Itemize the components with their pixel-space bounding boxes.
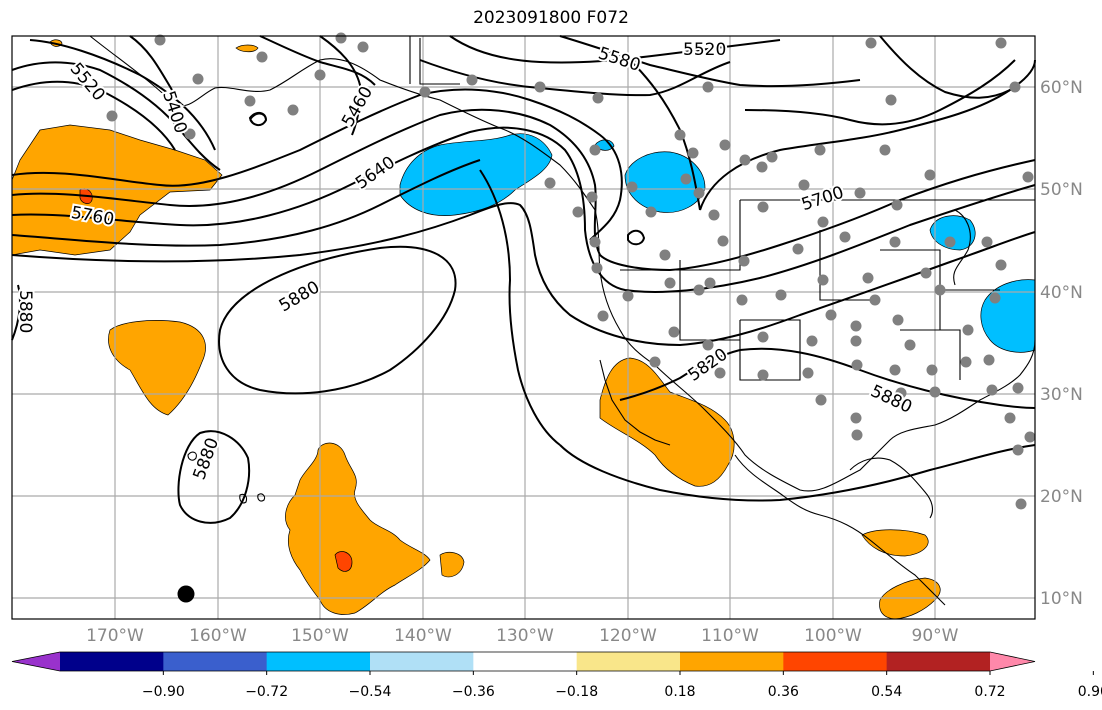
- colorbar-segments: [11, 651, 1036, 672]
- lat-label: 50°N: [1040, 180, 1083, 200]
- colorbar-segment: [370, 652, 474, 671]
- latitude-labels: 60°N 50°N 40°N 30°N 20°N 10°N: [1040, 78, 1083, 609]
- colorbar-tick-label: −0.54: [349, 684, 392, 700]
- map-frame: [11, 35, 1036, 620]
- colorbar-segment: [163, 652, 268, 671]
- colorbar-extend-low: [12, 652, 60, 671]
- negative-anomaly-region: [624, 151, 706, 213]
- lon-label: 90°W: [912, 626, 959, 646]
- contour-label: 5520: [683, 40, 726, 60]
- colorbar-segment: [473, 652, 578, 671]
- lat-label: 40°N: [1040, 283, 1083, 303]
- lon-label: 150°W: [291, 626, 349, 646]
- positive-anomaly-region: [235, 44, 259, 53]
- height-contours: [11, 35, 1036, 524]
- colorbar-segment: [783, 652, 888, 671]
- negative-anomaly-region: [399, 133, 553, 216]
- lon-label: 100°W: [804, 626, 862, 646]
- colorbar-ticks: −0.90 −0.72 −0.54 −0.36 −0.18 0.18 0.36 0.54 0.7…: [142, 671, 1102, 700]
- positive-anomaly-region: [285, 442, 431, 615]
- positive-anomaly-region: [599, 357, 735, 487]
- lat-label: 10°N: [1040, 589, 1083, 609]
- contour-label: 5880: [15, 290, 35, 333]
- lon-label: 110°W: [701, 626, 759, 646]
- colorbar-tick-label: 0.36: [768, 684, 799, 700]
- lon-label: 170°W: [86, 626, 144, 646]
- station-dots: [106, 32, 1036, 510]
- map-title: 2023091800 F072: [473, 8, 629, 28]
- colorbar-tick-label: −0.18: [555, 684, 598, 700]
- lon-label: 160°W: [189, 626, 247, 646]
- colorbar-tick-label: −0.36: [452, 684, 495, 700]
- colorbar: −0.90 −0.72 −0.54 −0.36 −0.18 0.18 0.36 0.54 0.7…: [11, 651, 1102, 700]
- marker-dot: [177, 585, 195, 603]
- colorbar-tick-label: 0.90: [1078, 684, 1102, 700]
- colorbar-segment: [60, 652, 164, 671]
- colorbar-segment: [266, 652, 371, 671]
- colorbar-extend-high: [990, 652, 1035, 671]
- positive-anomaly-region: [11, 124, 223, 256]
- colorbar-tick-label: −0.90: [142, 684, 185, 700]
- lon-label: 120°W: [599, 626, 657, 646]
- colorbar-tick-label: −0.72: [245, 684, 288, 700]
- lat-label: 60°N: [1040, 78, 1083, 98]
- positive-anomaly-region: [108, 320, 206, 416]
- colorbar-tick-label: 0.72: [974, 684, 1005, 700]
- lat-label: 20°N: [1040, 487, 1083, 507]
- colorbar-segment: [576, 652, 681, 671]
- positive-anomaly-region: [439, 552, 465, 578]
- longitude-labels: 170°W 160°W 150°W 140°W 130°W 120°W 110°…: [86, 626, 959, 646]
- colorbar-tick-label: 0.54: [871, 684, 902, 700]
- anomaly-fills: [11, 39, 1036, 620]
- colorbar-segment: [680, 652, 784, 671]
- lon-label: 130°W: [496, 626, 554, 646]
- negative-anomaly-region: [929, 215, 976, 251]
- colorbar-tick-label: 0.18: [664, 684, 695, 700]
- lat-label: 30°N: [1040, 385, 1083, 405]
- lon-label: 140°W: [394, 626, 452, 646]
- positive-anomaly-region: [861, 529, 929, 557]
- colorbar-outline: [11, 651, 1036, 672]
- positive-anomaly-region: [334, 551, 353, 572]
- coastlines: [89, 35, 1036, 606]
- colorbar-segment: [886, 652, 991, 671]
